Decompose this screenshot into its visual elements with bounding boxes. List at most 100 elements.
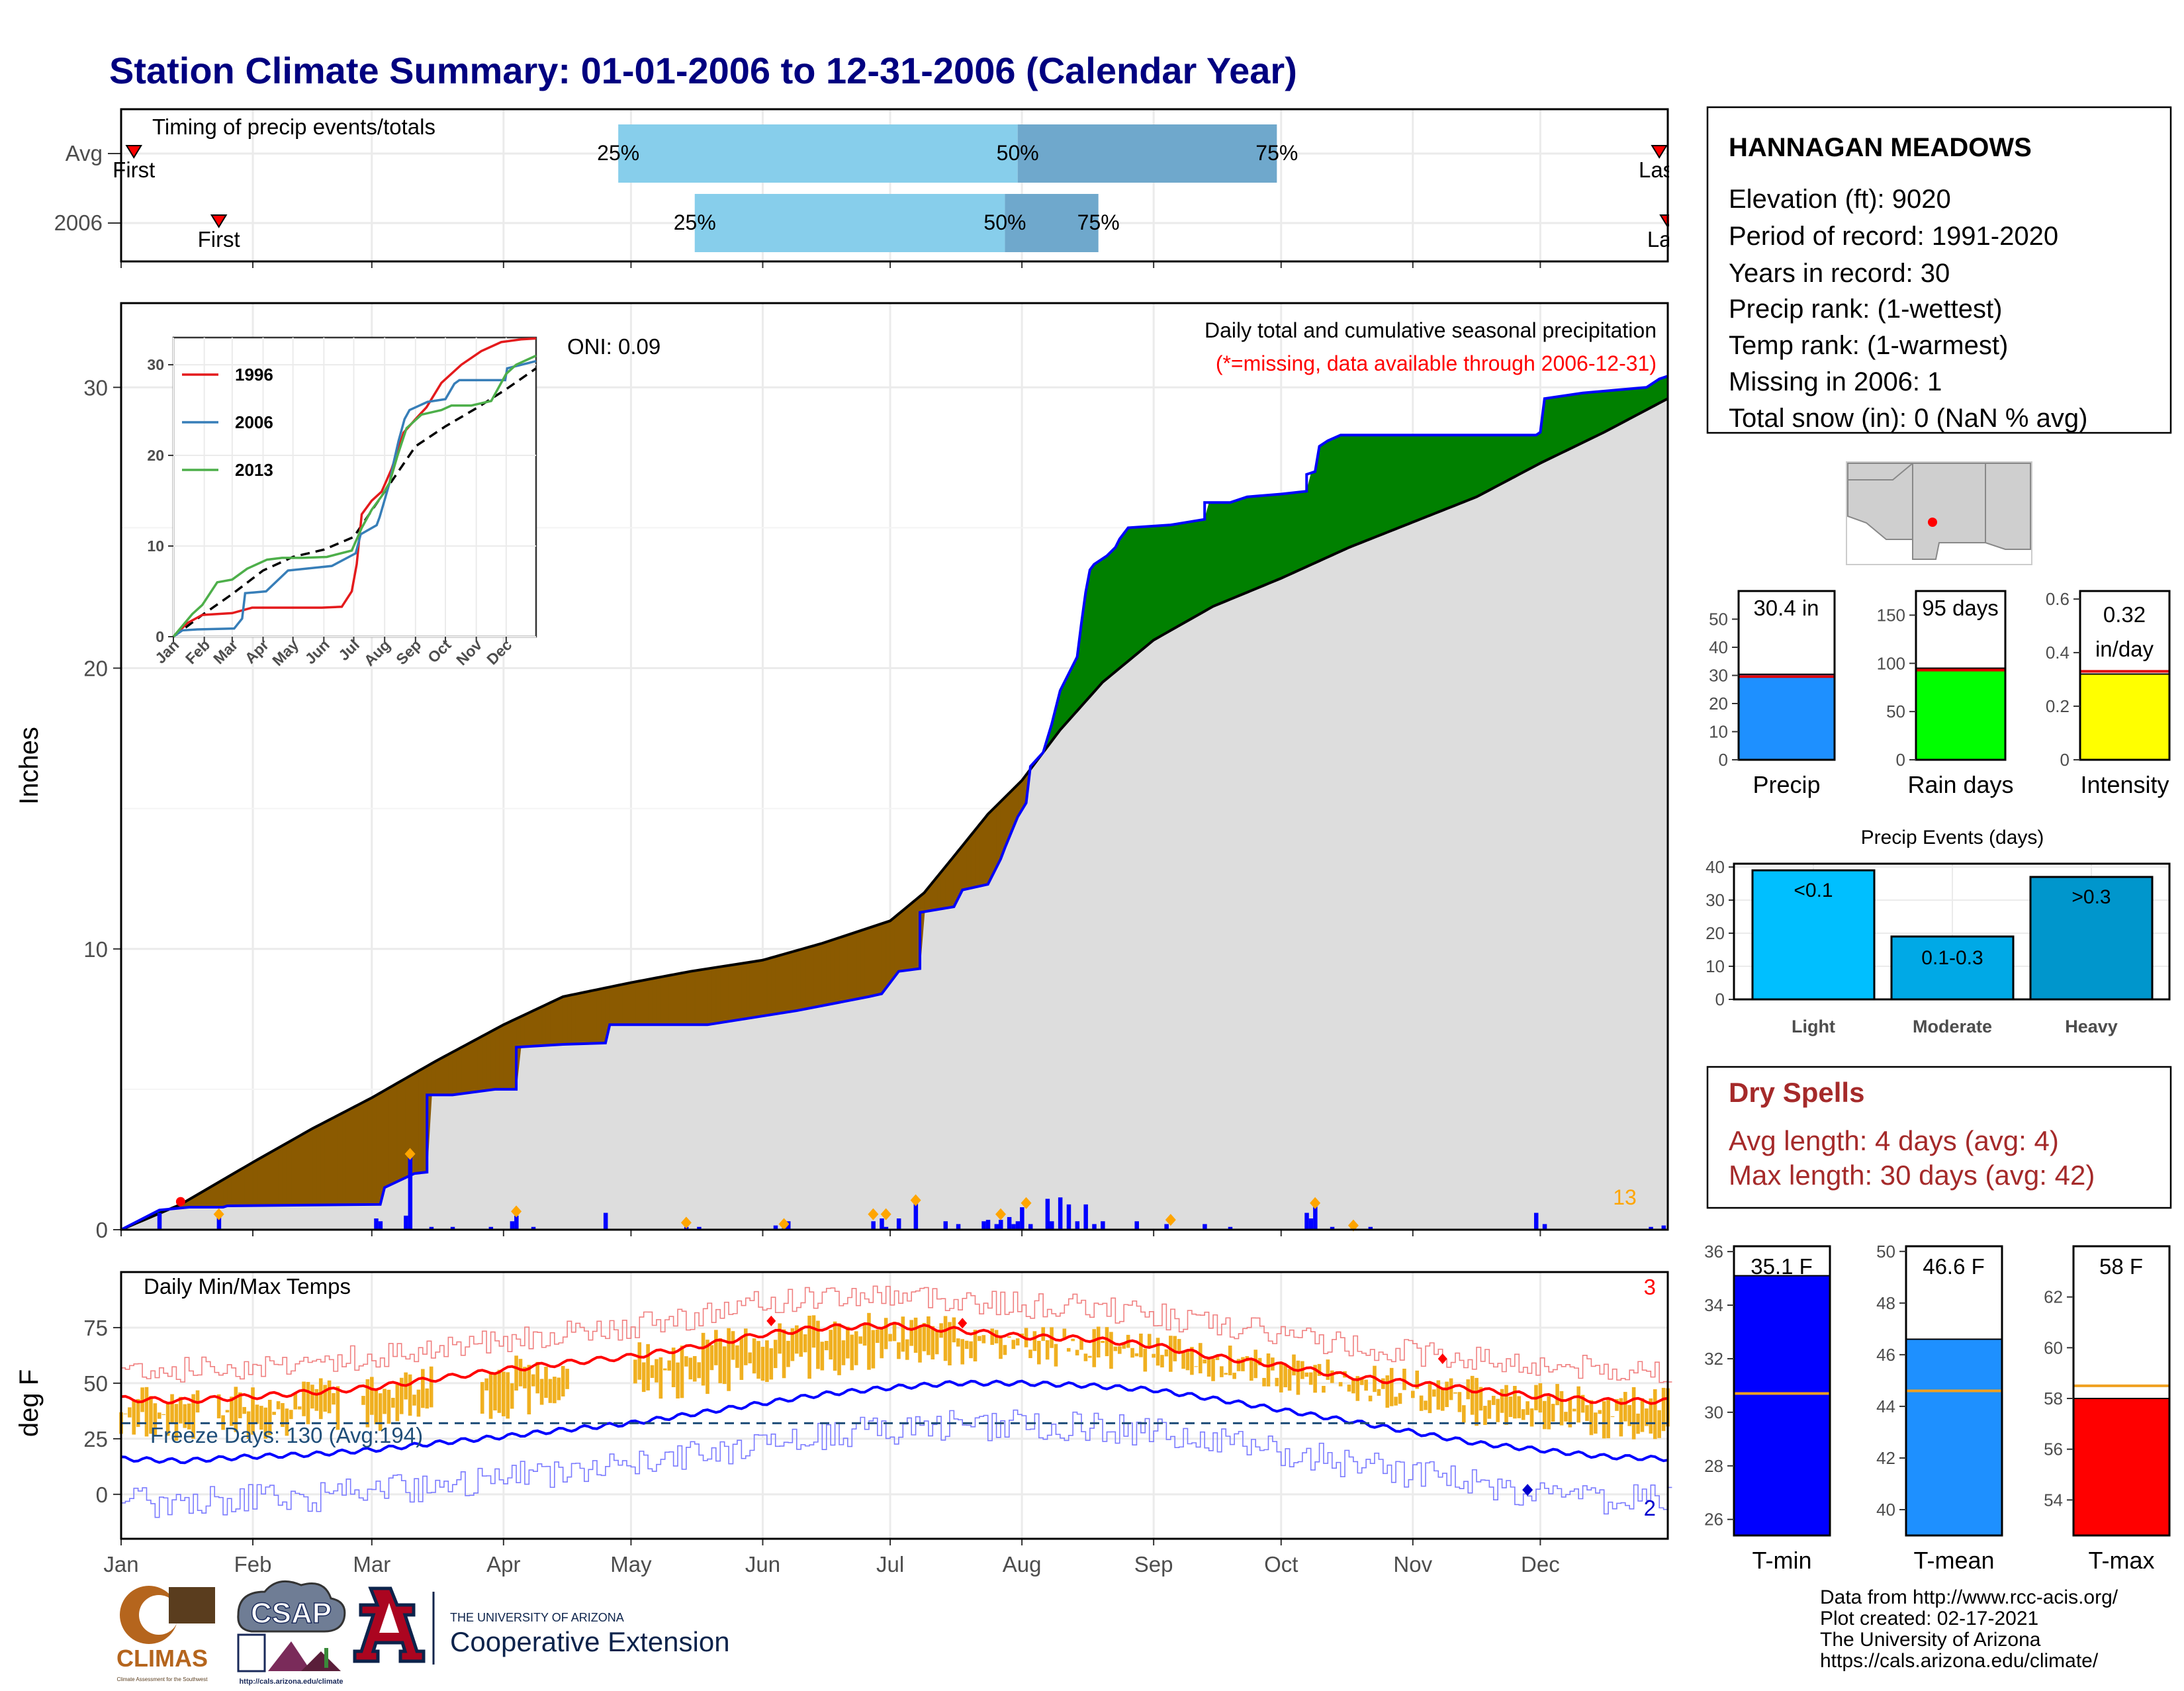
daily-temp-bar [561,1366,565,1396]
surplus-area [1362,435,1367,542]
deficit-area [478,1036,482,1092]
surplus-area [1264,495,1269,585]
daily-precip-bar [158,1213,162,1230]
surplus-area [1158,526,1163,637]
surplus-area [1625,389,1630,422]
month-label: Jun [745,1552,780,1577]
surplus-area [1332,437,1337,555]
deficit-area [593,989,598,1043]
value-label: 35.1 F [1751,1254,1813,1279]
deficit-area [418,1068,423,1173]
surplus-area [1506,435,1511,481]
deficit-area [440,1057,445,1095]
deficit-area [762,959,767,1016]
tick-label: 30 [147,356,164,373]
daily-precip-bar [1016,1221,1021,1230]
deficit-area [746,962,751,1019]
deficit-area [988,810,993,884]
daily-temp-bar [430,1367,433,1408]
deficit-area [725,966,729,1023]
tick-label: 50 [1886,702,1905,721]
daily-temp-bar [506,1372,510,1418]
daily-temp-bar [944,1316,948,1361]
daily-temp-bar [1232,1373,1236,1379]
tick-label: 75 [83,1316,108,1340]
daily-temp-bar [1097,1326,1101,1357]
surplus-area [1438,435,1443,512]
surplus-area [1255,496,1260,589]
tick-label: 10 [83,937,108,962]
deficit-area [648,979,653,1025]
oni-label: ONI: 0.09 [567,334,660,359]
daily-precip-bar [1050,1221,1054,1230]
panel-background [121,1272,1668,1539]
daily-precip-bar [408,1157,413,1230]
value-bar [2073,1398,2169,1535]
surplus-area [1634,388,1639,416]
daily-temp-bar [956,1338,960,1346]
event-category: Moderate [1913,1017,1992,1036]
daily-temp-bar [914,1318,918,1353]
deficit-area [801,948,805,1010]
surplus-area [1243,497,1248,594]
deficit-area [448,1052,453,1095]
daily-temp-bar [1309,1373,1313,1385]
surplus-area [1383,435,1388,533]
daily-temp-bar [132,1401,136,1435]
deficit-area [537,1007,542,1046]
daily-temp-bar [493,1373,497,1410]
daily-precip-bar [1075,1221,1080,1230]
daily-temp-bar [897,1342,901,1359]
y-axis-label: deg F [15,1369,44,1437]
daily-temp-bar [850,1335,854,1371]
daily-temp-bar [1288,1369,1292,1391]
daily-temp-bar [1075,1349,1079,1355]
daily-temp-bar [272,1412,276,1415]
daily-temp-bar [1585,1405,1589,1421]
daily-precip-bar [1020,1207,1024,1230]
surplus-area [1132,527,1137,658]
daily-temp-bar [854,1331,858,1365]
tick-label: 20 [1706,923,1725,943]
value-bar [1739,674,1835,760]
deficit-area [495,1027,500,1089]
deficit-area [453,1050,457,1095]
deficit-area [533,1009,538,1046]
daily-temp-bar [1322,1386,1326,1393]
deficit-area [270,1150,275,1205]
y-axis-label: Inches [15,727,44,805]
deficit-area [831,939,835,1004]
deficit-area [639,980,644,1025]
tick-label: 150 [1877,605,1905,625]
daily-temp-bar [1003,1345,1007,1355]
surplus-area [1277,494,1281,580]
percentile-label: 50% [997,141,1039,165]
surplus-area [1239,498,1244,596]
deficit-area [295,1136,300,1205]
daily-temp-bar [535,1362,539,1393]
daily-precip-bar [1083,1205,1088,1230]
daily-temp-bar [1369,1396,1373,1402]
daily-temp-bar [1297,1361,1300,1395]
deficit-area [521,1015,525,1047]
surplus-area [1090,565,1095,697]
deficit-area [338,1113,342,1205]
tick-label: 56 [2044,1440,2063,1459]
daily-temp-bar [319,1379,323,1420]
tick-label: 30 [1704,1402,1723,1422]
daily-precip-bar [404,1216,408,1230]
surplus-area [1226,502,1230,601]
daily-temp-bar [1475,1378,1479,1426]
event-bar-label: >0.3 [2071,886,2111,908]
daily-temp-bar [1105,1327,1109,1356]
deficit-area [890,917,895,983]
daily-precip-bar [986,1220,991,1230]
deficit-area [631,982,635,1025]
deficit-area [979,819,984,886]
daily-temp-bar [1220,1366,1224,1377]
daily-temp-bar [328,1381,332,1414]
deficit-area [529,1011,533,1046]
month-label: Sep [1134,1552,1173,1577]
daily-temp-bar [510,1383,514,1408]
